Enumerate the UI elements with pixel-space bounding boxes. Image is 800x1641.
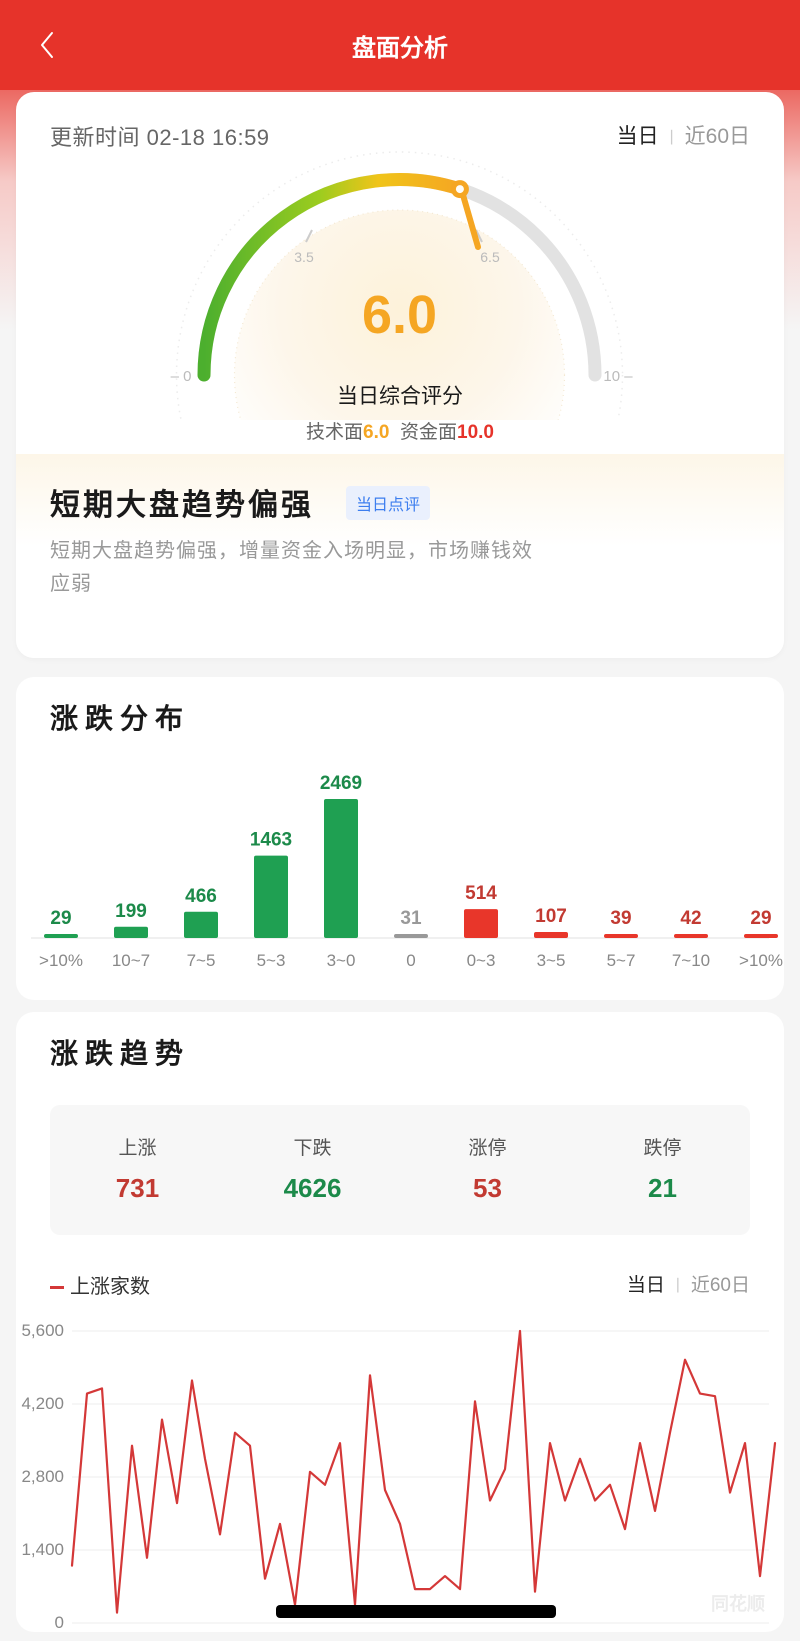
svg-text:10~7: 10~7 (112, 951, 150, 970)
svg-text:5~7: 5~7 (607, 951, 636, 970)
svg-text:2,800: 2,800 (21, 1467, 64, 1486)
svg-text:514: 514 (465, 883, 497, 904)
svg-text:199: 199 (115, 901, 147, 922)
svg-text:1,400: 1,400 (21, 1540, 64, 1559)
svg-text:5,600: 5,600 (21, 1321, 64, 1340)
svg-text:107: 107 (535, 906, 567, 927)
svg-text:0~3: 0~3 (467, 951, 496, 970)
svg-text:5~3: 5~3 (257, 951, 286, 970)
svg-text:42: 42 (680, 908, 701, 929)
svg-text:29: 29 (50, 908, 71, 929)
svg-text:31: 31 (400, 908, 422, 929)
svg-text:3~5: 3~5 (537, 951, 566, 970)
svg-text:466: 466 (185, 886, 217, 907)
svg-text:6.5: 6.5 (480, 249, 500, 265)
svg-text:39: 39 (610, 908, 631, 929)
svg-text:>10%: >10% (739, 951, 783, 970)
svg-text:7~10: 7~10 (672, 951, 710, 970)
svg-text:4,200: 4,200 (21, 1394, 64, 1413)
svg-text:0: 0 (406, 951, 415, 970)
svg-text:29: 29 (750, 908, 771, 929)
svg-text:1463: 1463 (250, 830, 292, 851)
svg-text:2469: 2469 (320, 773, 362, 794)
svg-text:0: 0 (55, 1613, 64, 1632)
svg-text:3.5: 3.5 (294, 249, 314, 265)
svg-text:6.0: 6.0 (362, 285, 437, 345)
svg-text:3~0: 3~0 (327, 951, 356, 970)
svg-text:>10%: >10% (39, 951, 83, 970)
svg-text:7~5: 7~5 (187, 951, 216, 970)
